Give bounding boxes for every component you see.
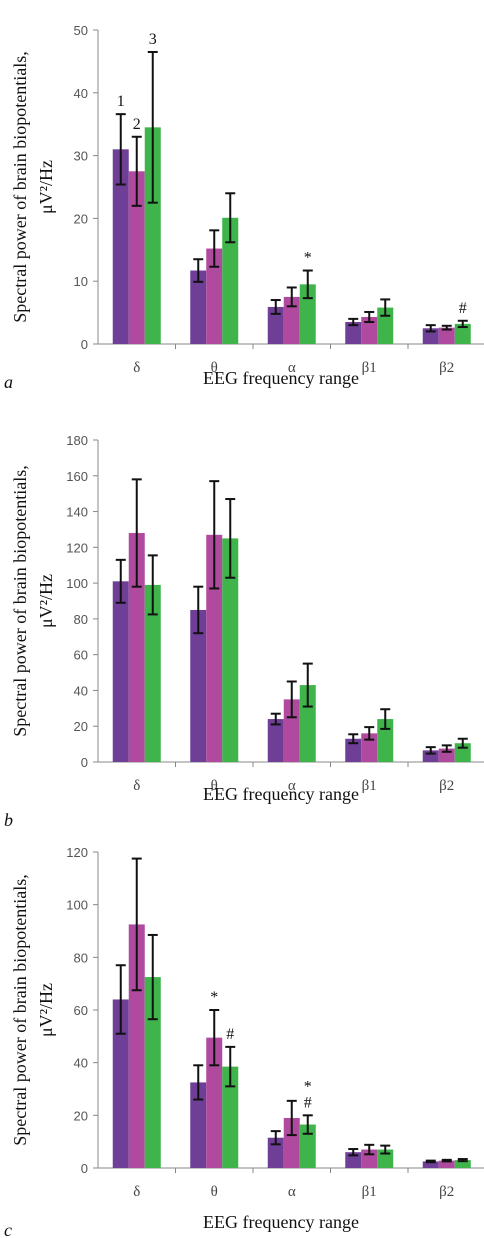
bar	[112, 149, 129, 344]
x-tick-label: δ	[133, 778, 140, 794]
y-axis-label: Spectral power of brain biopotentials,	[10, 874, 30, 1145]
annotation-label: 3	[149, 31, 157, 48]
bar	[128, 171, 145, 344]
y-tick-label: 60	[74, 648, 88, 663]
bar	[222, 538, 239, 762]
bar	[206, 534, 223, 762]
y-tick-label: 0	[81, 337, 88, 352]
x-tick-label: θ	[211, 778, 218, 794]
annotation-label: *	[304, 250, 312, 267]
bar	[438, 1160, 455, 1168]
x-tick-label: δ	[133, 360, 140, 376]
bar	[190, 609, 207, 762]
y-tick-label: 50	[74, 23, 88, 38]
y-tick-label: 20	[74, 1108, 88, 1123]
bar	[283, 699, 300, 762]
panel-label: b	[4, 810, 13, 830]
x-tick-label: β1	[362, 360, 377, 376]
y-tick-label: 40	[74, 1056, 88, 1071]
bar	[422, 1161, 439, 1168]
bar	[438, 327, 455, 344]
bar	[283, 296, 300, 344]
annotation-label: #	[304, 1094, 312, 1111]
x-tick-label: δ	[133, 1184, 140, 1200]
bar	[345, 322, 362, 344]
bar	[345, 738, 362, 762]
annotation-label: #	[226, 1026, 234, 1043]
bar	[190, 270, 207, 344]
bar	[299, 284, 316, 344]
x-tick-label: α	[288, 360, 296, 376]
y-tick-label: 80	[74, 950, 88, 965]
y-tick-label: 20	[74, 719, 88, 734]
x-tick-label: β1	[362, 1184, 377, 1200]
bar	[222, 217, 239, 344]
y-axis-unit: μV²/Hz	[36, 160, 56, 214]
panel-label: c	[4, 1220, 12, 1238]
chart-panel-a: 0 10 20 30 40 50 δ θ α β1 β2 12 3 * # Spectral power of…	[4, 23, 484, 392]
y-tick-label: 140	[66, 505, 88, 520]
bar	[144, 977, 161, 1168]
bar	[454, 1160, 471, 1168]
y-axis-label: Spectral power of brain biopotentials,	[10, 465, 30, 736]
y-tick-label: 40	[74, 683, 88, 698]
bar	[190, 1082, 207, 1168]
y-axis-label: Spectral power of brain biopotentials,	[10, 51, 30, 322]
y-tick-label: 160	[66, 469, 88, 484]
x-tick-label: α	[288, 1184, 296, 1200]
annotation-label: *	[304, 1078, 312, 1095]
y-tick-label: 100	[66, 898, 88, 913]
y-tick-label: 60	[74, 1003, 88, 1018]
bar	[128, 533, 145, 762]
bar	[267, 306, 284, 344]
panel-label: a	[4, 372, 13, 392]
y-tick-label: 10	[74, 274, 88, 289]
y-axis-unit: μV²/Hz	[36, 983, 56, 1037]
bar	[206, 1037, 223, 1168]
annotation-label: *	[210, 989, 218, 1006]
chart-panel-b: 0 20 40 60 80 100 120 140 160 180 δ θ α β1 β2 Spectral …	[4, 433, 484, 830]
bar	[283, 1117, 300, 1168]
y-axis-unit: μV²/Hz	[36, 574, 56, 628]
x-axis-label: EEG frequency range	[203, 1212, 359, 1232]
x-tick-label: β2	[439, 1184, 454, 1200]
y-tick-label: 30	[74, 149, 88, 164]
bar	[206, 248, 223, 344]
bar	[128, 924, 145, 1168]
bar	[112, 581, 129, 762]
bar	[112, 999, 129, 1168]
annotation-label: #	[459, 300, 467, 317]
x-tick-label: β2	[439, 360, 454, 376]
bar	[222, 1066, 239, 1168]
x-tick-label: θ	[211, 360, 218, 376]
y-tick-label: 120	[66, 540, 88, 555]
y-tick-label: 0	[81, 1161, 88, 1176]
x-tick-label: β2	[439, 778, 454, 794]
bar	[422, 750, 439, 762]
bar	[454, 323, 471, 344]
x-axis-label: EEG frequency range	[203, 784, 359, 804]
bar	[144, 584, 161, 762]
x-axis-label: EEG frequency range	[203, 368, 359, 388]
y-tick-label: 20	[74, 211, 88, 226]
annotation-label: 2	[133, 116, 141, 133]
y-tick-label: 80	[74, 612, 88, 627]
y-tick-label: 120	[66, 845, 88, 860]
bar	[299, 685, 316, 762]
x-tick-label: α	[288, 778, 296, 794]
y-tick-label: 0	[81, 755, 88, 770]
bar	[144, 127, 161, 344]
x-tick-label: β1	[362, 778, 377, 794]
bar	[361, 316, 378, 344]
y-tick-label: 40	[74, 86, 88, 101]
bar	[299, 1124, 316, 1168]
bar	[267, 719, 284, 762]
y-tick-label: 100	[66, 576, 88, 591]
y-tick-label: 180	[66, 433, 88, 448]
x-tick-label: θ	[211, 1184, 218, 1200]
annotation-label: 1	[117, 93, 125, 110]
